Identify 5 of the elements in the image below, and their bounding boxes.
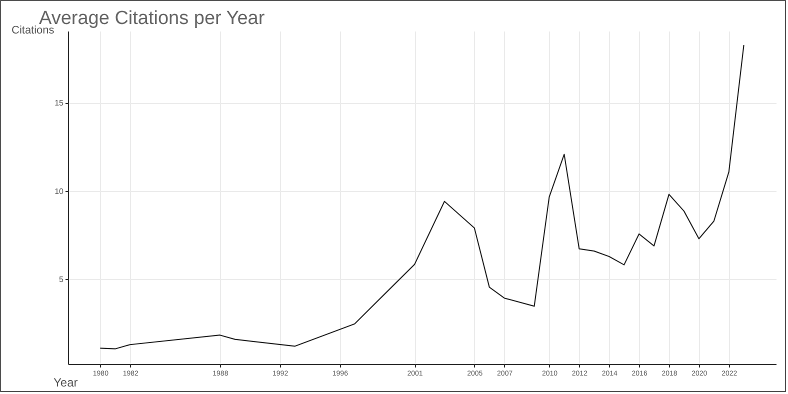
y-tick-label: 10 bbox=[54, 186, 64, 196]
y-tick-label: 15 bbox=[54, 98, 64, 108]
x-axis-title: Year bbox=[54, 376, 78, 390]
y-tick-label: 5 bbox=[59, 274, 64, 284]
line-series bbox=[100, 44, 744, 350]
